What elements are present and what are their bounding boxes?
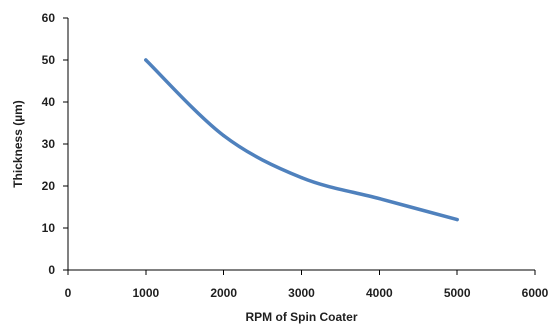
series-group	[144, 58, 459, 222]
x-tick-label: 0	[65, 286, 72, 300]
x-tick-label: 1000	[132, 286, 159, 300]
x-tick-label: 6000	[522, 286, 549, 300]
y-tick-label: 50	[42, 53, 56, 67]
x-tick-label: 3000	[288, 286, 315, 300]
plot-area: 0 10 20 30 40 50 60 0 1000 2000 3000 4000 5000 6000	[42, 11, 549, 300]
data-point	[299, 176, 304, 180]
x-tick-label: 4000	[366, 286, 393, 300]
y-tick-label: 20	[42, 179, 56, 193]
y-axis-ticks: 0 10 20 30 40 50 60	[42, 11, 68, 277]
x-axis-ticks: 0 1000 2000 3000 4000 5000 6000	[65, 270, 549, 300]
y-tick-label: 60	[42, 11, 56, 25]
x-tick-label: 5000	[444, 286, 471, 300]
y-tick-label: 40	[42, 95, 56, 109]
data-point	[144, 58, 148, 62]
y-tick-label: 10	[42, 221, 56, 235]
x-tick-label: 2000	[210, 286, 237, 300]
y-tick-label: 30	[42, 137, 56, 151]
y-axis-title: Thickness (µm)	[11, 100, 25, 188]
x-axis-title: RPM of Spin Coater	[245, 310, 357, 324]
thickness-series-line	[144, 58, 459, 222]
data-point	[377, 197, 381, 201]
data-point	[455, 218, 459, 222]
data-point	[222, 134, 226, 138]
y-tick-label: 0	[48, 263, 55, 277]
